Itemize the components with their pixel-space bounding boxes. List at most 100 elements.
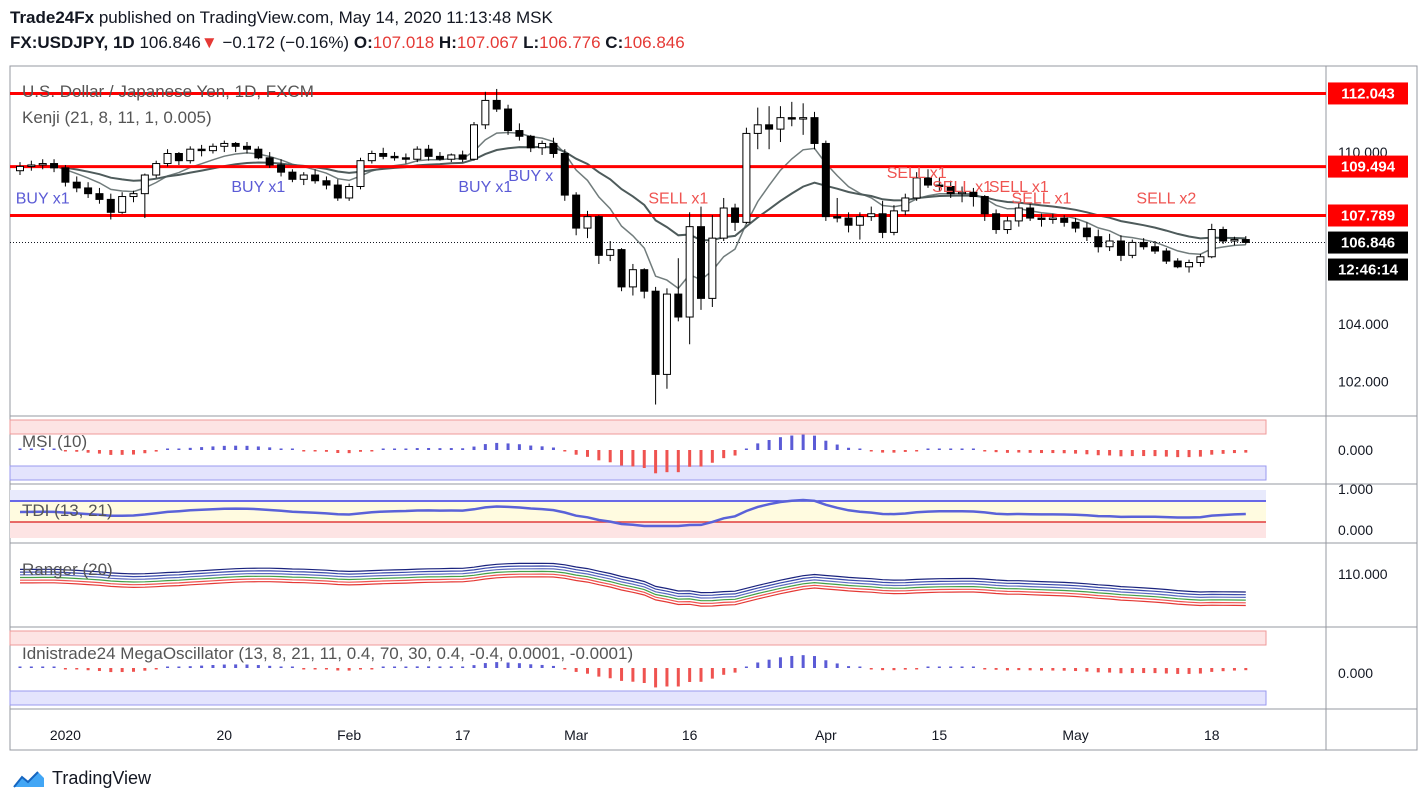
tdi-upper-band [10,490,1266,502]
mega-bar [245,664,249,668]
msi-bar [472,446,476,450]
published-text: published on TradingView.com, May 14, 20… [98,8,553,27]
msi-bar [1085,450,1089,455]
msi-bar [211,446,215,450]
candle-body [867,213,876,218]
candle-body [492,99,501,110]
msi-bar [495,442,499,450]
low-value: 106.776 [539,33,601,52]
mega-bar [960,666,964,668]
mega-bar [1153,668,1157,674]
mega-bar [109,668,113,673]
mega-bar [461,666,465,668]
msi-bar [1119,450,1123,457]
ranger-line [20,576,1246,607]
candle-body [1207,229,1216,258]
candle-body [95,193,104,200]
candle-body [367,153,376,162]
msi-bar [983,450,987,452]
msi-bar [1153,450,1157,457]
msi-bar [29,448,33,450]
mega-bar [1198,668,1202,674]
mega-bar [1005,668,1009,671]
mega-bar [268,665,272,668]
chart-title: U.S. Dollar / Japanese Yen, 1D, FXCM [22,82,314,101]
tdi-lower-band [10,522,1266,538]
candle-body [1037,217,1046,220]
msi-bar [415,448,419,450]
msi-bar [1040,450,1043,454]
candle-body [197,148,206,152]
high-label: H: [438,33,457,52]
mega-bar [143,668,147,671]
signal-label: BUY x1 [458,179,512,196]
candle-body [243,145,251,150]
tradingview-logo[interactable]: TradingView [12,768,151,789]
msi-bar [63,450,67,452]
candle-body [606,249,615,256]
candle-body [333,184,342,199]
close-value: 106.846 [623,33,685,52]
candle-body [1151,246,1159,252]
candle-body [765,124,774,130]
mega-bar [824,660,828,668]
msi-bar [324,450,328,452]
candle-body [1241,239,1250,243]
mega-bar [177,666,181,668]
mega-bar [756,662,760,668]
mega-bar [63,668,67,670]
candle-body [572,194,581,229]
msi-bar [563,450,567,452]
mega-bar [483,663,487,668]
mega-bar [710,668,714,679]
candle-body [787,117,796,120]
candle-body [220,142,229,147]
mega-bar [120,668,124,673]
tdi-tick-label: 0.000 [1338,522,1373,538]
msi-bar [608,450,612,463]
publisher-name[interactable]: Trade24Fx [10,8,95,27]
msi-bar [971,448,975,450]
price-tick-label: 102.000 [1338,374,1389,390]
msi-bar [290,448,294,450]
mega-bar [313,668,317,670]
price-axis-label: 106.846 [1341,235,1395,252]
candle-body [651,290,660,375]
mega-bar [86,668,90,671]
symbol-header: FX:USDJPY, 1D 106.846▼ −0.172 (−0.16%) O… [10,33,685,53]
msi-bar [166,448,170,450]
msi-bar [245,445,249,450]
msi-bar [824,440,828,450]
msi-bar [132,450,135,455]
msi-bar [222,445,226,450]
price-axis-label-bg [1328,258,1408,281]
mega-bar [1142,668,1146,674]
candle-body [254,148,263,159]
candle-body [265,157,274,166]
candle-body [277,164,286,173]
msi-bar [1074,450,1078,454]
mega-bar [540,664,544,668]
close-label: C: [605,33,624,52]
mega-bar [404,666,408,668]
msi-bar [688,450,692,467]
msi-bar [654,450,658,474]
mega-bar [359,668,362,670]
mega-bar [597,668,601,677]
msi-bar [529,445,533,450]
time-tick-label: 18 [1204,727,1220,743]
candle-body [628,269,637,288]
mega-bar [744,666,748,668]
candle-body [776,117,785,130]
mega-bar [847,666,851,668]
msi-bar [97,450,101,454]
msi-overbought-band [9,419,1267,435]
candle-body [980,196,989,215]
signal-label: SELL x1 [989,179,1049,196]
msi-bar [41,448,45,450]
msi-bar [268,447,272,450]
mega-bar [915,668,919,670]
msi-bar [744,448,748,450]
mega-bar [620,668,624,681]
